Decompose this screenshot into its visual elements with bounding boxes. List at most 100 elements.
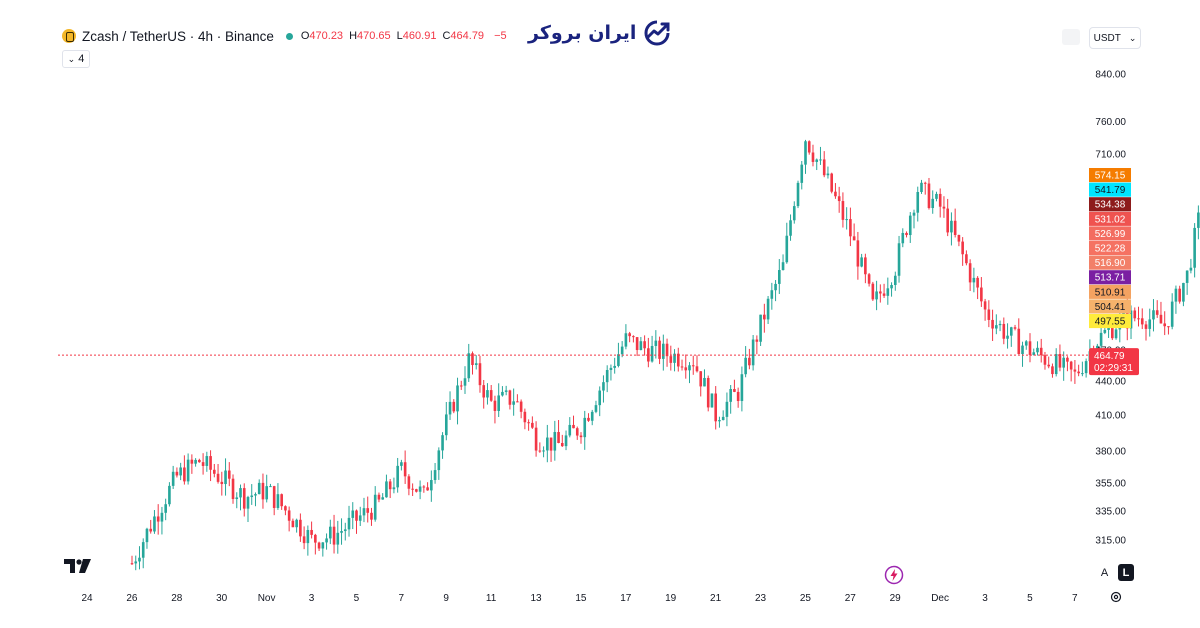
candle[interactable] <box>1009 326 1013 347</box>
candle[interactable] <box>306 525 310 556</box>
candle[interactable] <box>751 335 755 371</box>
candle[interactable] <box>579 432 583 444</box>
candle[interactable] <box>261 473 265 509</box>
candle[interactable] <box>347 505 351 537</box>
candle[interactable] <box>407 474 411 496</box>
candle[interactable] <box>153 510 156 534</box>
candle[interactable] <box>519 399 523 419</box>
candle[interactable] <box>1155 300 1159 318</box>
candle[interactable] <box>635 337 639 357</box>
candle[interactable] <box>1084 358 1088 378</box>
candle[interactable] <box>841 192 845 228</box>
candle[interactable] <box>343 522 347 541</box>
candle[interactable] <box>452 399 456 414</box>
candle[interactable] <box>998 320 1002 332</box>
candle[interactable] <box>774 280 777 302</box>
candle[interactable] <box>175 467 179 478</box>
candle[interactable] <box>358 506 362 526</box>
candle[interactable] <box>650 335 654 363</box>
candle[interactable] <box>856 231 860 280</box>
candle[interactable] <box>845 207 848 230</box>
candle[interactable] <box>198 458 201 463</box>
candle[interactable] <box>497 383 500 417</box>
candle[interactable] <box>792 201 796 224</box>
candle[interactable] <box>171 465 175 489</box>
candle[interactable] <box>893 271 897 291</box>
candle[interactable] <box>1069 360 1073 382</box>
candle[interactable] <box>811 144 815 167</box>
candle[interactable] <box>1129 305 1133 340</box>
candle[interactable] <box>699 371 703 397</box>
candle[interactable] <box>961 237 964 266</box>
candle[interactable] <box>1178 285 1181 304</box>
tradingview-logo-icon[interactable] <box>64 557 92 575</box>
candle[interactable] <box>1073 360 1077 384</box>
candle[interactable] <box>388 478 392 499</box>
candle[interactable] <box>269 483 272 488</box>
candle[interactable] <box>1174 285 1178 314</box>
candle[interactable] <box>1043 351 1047 370</box>
candle[interactable] <box>160 506 164 535</box>
candle[interactable] <box>976 276 979 300</box>
candle[interactable] <box>1189 258 1193 274</box>
candle[interactable] <box>995 314 998 335</box>
candle[interactable] <box>688 362 691 384</box>
candle[interactable] <box>403 450 407 484</box>
candle[interactable] <box>553 420 557 461</box>
gear-icon[interactable] <box>1110 591 1122 603</box>
candle[interactable] <box>527 419 530 431</box>
candle[interactable] <box>299 513 302 542</box>
candle[interactable] <box>201 453 205 475</box>
candle[interactable] <box>837 186 841 213</box>
candle[interactable] <box>138 546 141 570</box>
candle[interactable] <box>669 345 673 371</box>
auto-scale-button[interactable]: A <box>1100 566 1109 579</box>
candle[interactable] <box>546 424 549 463</box>
candle[interactable] <box>336 520 340 554</box>
candle[interactable] <box>703 369 706 387</box>
candle[interactable] <box>250 484 254 505</box>
candle[interactable] <box>1185 270 1189 295</box>
candle[interactable] <box>478 355 482 393</box>
candle[interactable] <box>1133 307 1137 322</box>
candle[interactable] <box>542 446 545 458</box>
candle[interactable] <box>141 538 145 569</box>
candle[interactable] <box>602 375 605 403</box>
candle[interactable] <box>886 277 890 305</box>
candle[interactable] <box>777 259 781 294</box>
candle[interactable] <box>220 471 224 496</box>
candle[interactable] <box>654 330 658 359</box>
candle[interactable] <box>493 395 497 424</box>
candle[interactable] <box>523 408 527 430</box>
candle[interactable] <box>759 314 762 346</box>
candle[interactable] <box>684 354 688 379</box>
candle[interactable] <box>560 434 564 447</box>
candle[interactable] <box>1013 324 1017 331</box>
log-scale-button[interactable]: L <box>1118 564 1134 581</box>
candle[interactable] <box>647 337 650 368</box>
candle[interactable] <box>1099 326 1103 349</box>
candle[interactable] <box>624 324 628 350</box>
candle[interactable] <box>721 410 725 421</box>
candle[interactable] <box>370 507 373 526</box>
candle[interactable] <box>568 417 572 438</box>
candle[interactable] <box>763 303 766 333</box>
candle[interactable] <box>235 492 239 509</box>
candle[interactable] <box>400 459 403 471</box>
candle[interactable] <box>1148 308 1152 337</box>
candle[interactable] <box>871 281 875 301</box>
candle[interactable] <box>849 207 852 247</box>
candle[interactable] <box>227 462 231 487</box>
candle[interactable] <box>807 140 811 155</box>
candle[interactable] <box>471 351 474 375</box>
candle[interactable] <box>882 283 886 298</box>
candle[interactable] <box>396 457 399 493</box>
candle[interactable] <box>280 493 283 510</box>
candle[interactable] <box>785 222 789 264</box>
candle[interactable] <box>867 272 871 287</box>
candle[interactable] <box>1036 341 1039 356</box>
candle[interactable] <box>691 355 695 375</box>
candle[interactable] <box>516 394 519 403</box>
candle[interactable] <box>1024 340 1028 350</box>
